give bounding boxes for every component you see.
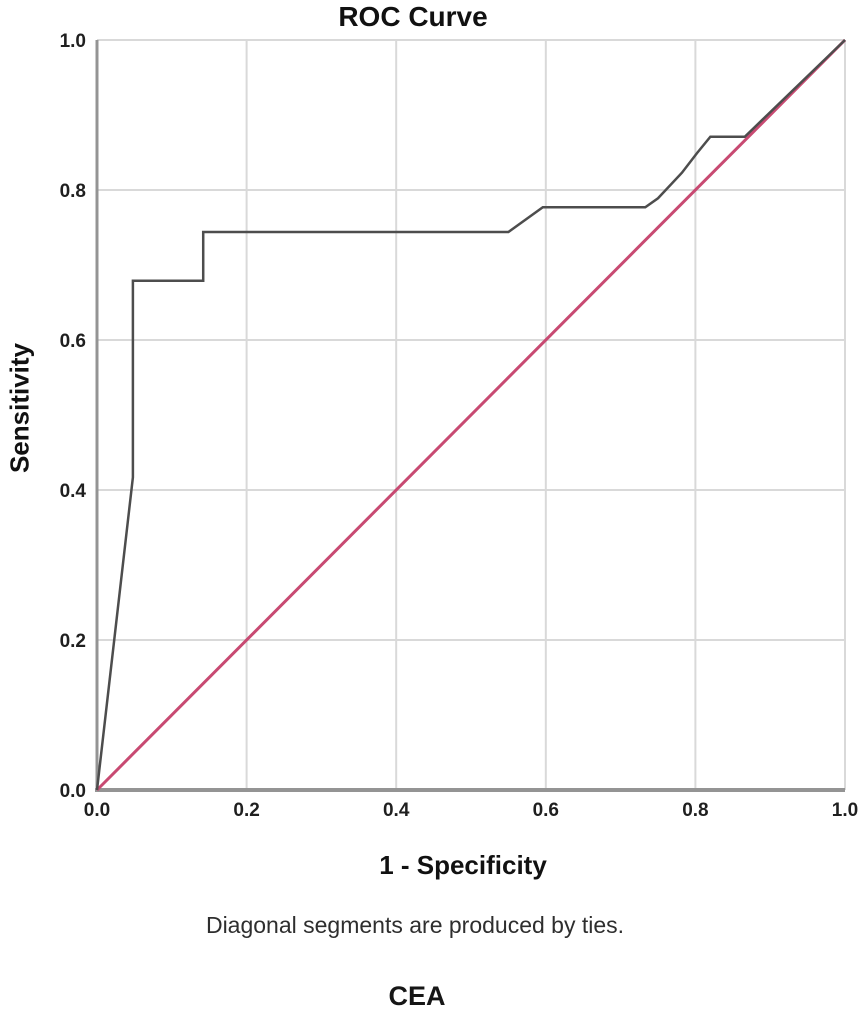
x-tick-label: 0.6 (533, 800, 559, 821)
roc-curve-line (95, 39, 846, 791)
x-tick-labels: 0.0 0.2 0.4 0.6 0.8 1.0 (84, 800, 858, 821)
y-tick-label: 1.0 (60, 31, 86, 52)
x-axis-title: 1 - Specificity (379, 850, 547, 880)
gridlines (97, 39, 846, 790)
y-tick-label: 0.6 (60, 331, 86, 352)
x-tick-label: 0.4 (383, 800, 410, 821)
chart-title: ROC Curve (338, 1, 488, 32)
roc-plot-area: 0.0 0.2 0.4 0.6 0.8 1.0 0.0 0.2 0.4 0.6 0.8 1.0 (60, 31, 859, 821)
x-tick-label: 0.2 (233, 800, 259, 821)
y-tick-label: 0.0 (60, 781, 86, 802)
x-tick-label: 1.0 (832, 800, 858, 821)
y-tick-label: 0.4 (60, 481, 87, 502)
y-axis-title: Sensitivity (4, 342, 35, 474)
x-tick-label: 0.8 (682, 800, 708, 821)
series-lines (95, 38, 847, 792)
y-tick-label: 0.2 (60, 631, 86, 652)
x-tick-label: 0.0 (84, 800, 110, 821)
y-tick-labels: 0.0 0.2 0.4 0.6 0.8 1.0 (60, 31, 87, 802)
variable-caption: CEA (388, 981, 446, 1011)
axes (95, 40, 845, 792)
y-tick-label: 0.8 (60, 181, 86, 202)
reference-line (95, 38, 847, 792)
ties-footnote: Diagonal segments are produced by ties. (205, 912, 625, 938)
